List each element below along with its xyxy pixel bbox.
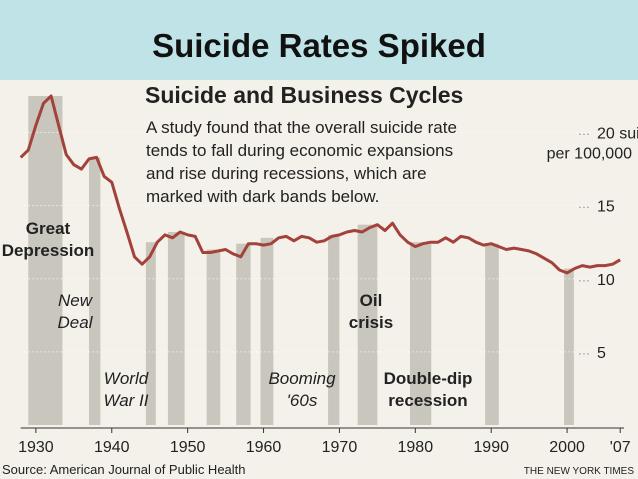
x-tick-label: 1940 [94,439,130,456]
annotation: Double-dip [384,369,473,388]
annotation: Deal [58,313,94,332]
x-tick-label: 1960 [246,439,282,456]
x-tick-label: 1970 [322,439,358,456]
x-tick-label: 1950 [170,439,206,456]
annotation: Oil [360,291,383,310]
chart-subtitle: tends to fall during economic expansions [146,141,453,160]
y-tick-leader: ··· [578,346,590,360]
annotation: New [58,291,94,310]
x-tick-label: '07 [610,439,631,456]
x-tick-label: 1930 [18,439,54,456]
chart-subtitle: A study found that the overall suicide r… [146,118,457,137]
recession-band [564,268,574,425]
annotation: '60s [287,391,318,410]
y-unit: per 100,000 [547,146,633,163]
annotation: War II [103,391,148,410]
recession-band [357,224,378,425]
recession-band [88,157,101,425]
recession-band [328,234,340,425]
recession-band [485,243,499,425]
y-tick-label: 5 [597,345,606,362]
recession-band [145,242,156,425]
recession-band [409,242,432,425]
y-tick-leader: ··· [578,200,590,214]
recession-band [167,231,185,425]
annotation: World [104,369,149,388]
annotation: Booming [268,369,336,388]
x-tick-label: 1990 [473,439,509,456]
chart-subtitle: marked with dark bands below. [146,187,379,206]
annotation: recession [388,391,467,410]
chart-subtitle: and rise during recessions, which are [146,164,427,183]
y-tick-leader: ··· [578,273,590,287]
chart-title: Suicide and Business Cycles [145,82,463,108]
source: Source: American Journal of Public Healt… [2,462,246,477]
annotation: Depression [2,241,95,260]
recession-band [28,96,63,425]
header [0,0,638,80]
recession-band [236,243,251,425]
y-tick-leader: ··· [578,127,590,141]
line [19,94,621,275]
recession-band [260,237,274,425]
recession-band [206,249,221,425]
y-tick-label: 15 [597,199,615,216]
page-title: Suicide Rates Spiked [152,27,486,64]
y-tick-label: 20 suicides [597,126,638,143]
annotation: crisis [349,313,393,332]
x-tick-label: 2000 [549,439,585,456]
annotation: Great [26,219,71,238]
x-tick-label: 1980 [398,439,434,456]
credit: THE NEW YORK TIMES [524,466,635,477]
y-tick-label: 10 [597,272,615,289]
